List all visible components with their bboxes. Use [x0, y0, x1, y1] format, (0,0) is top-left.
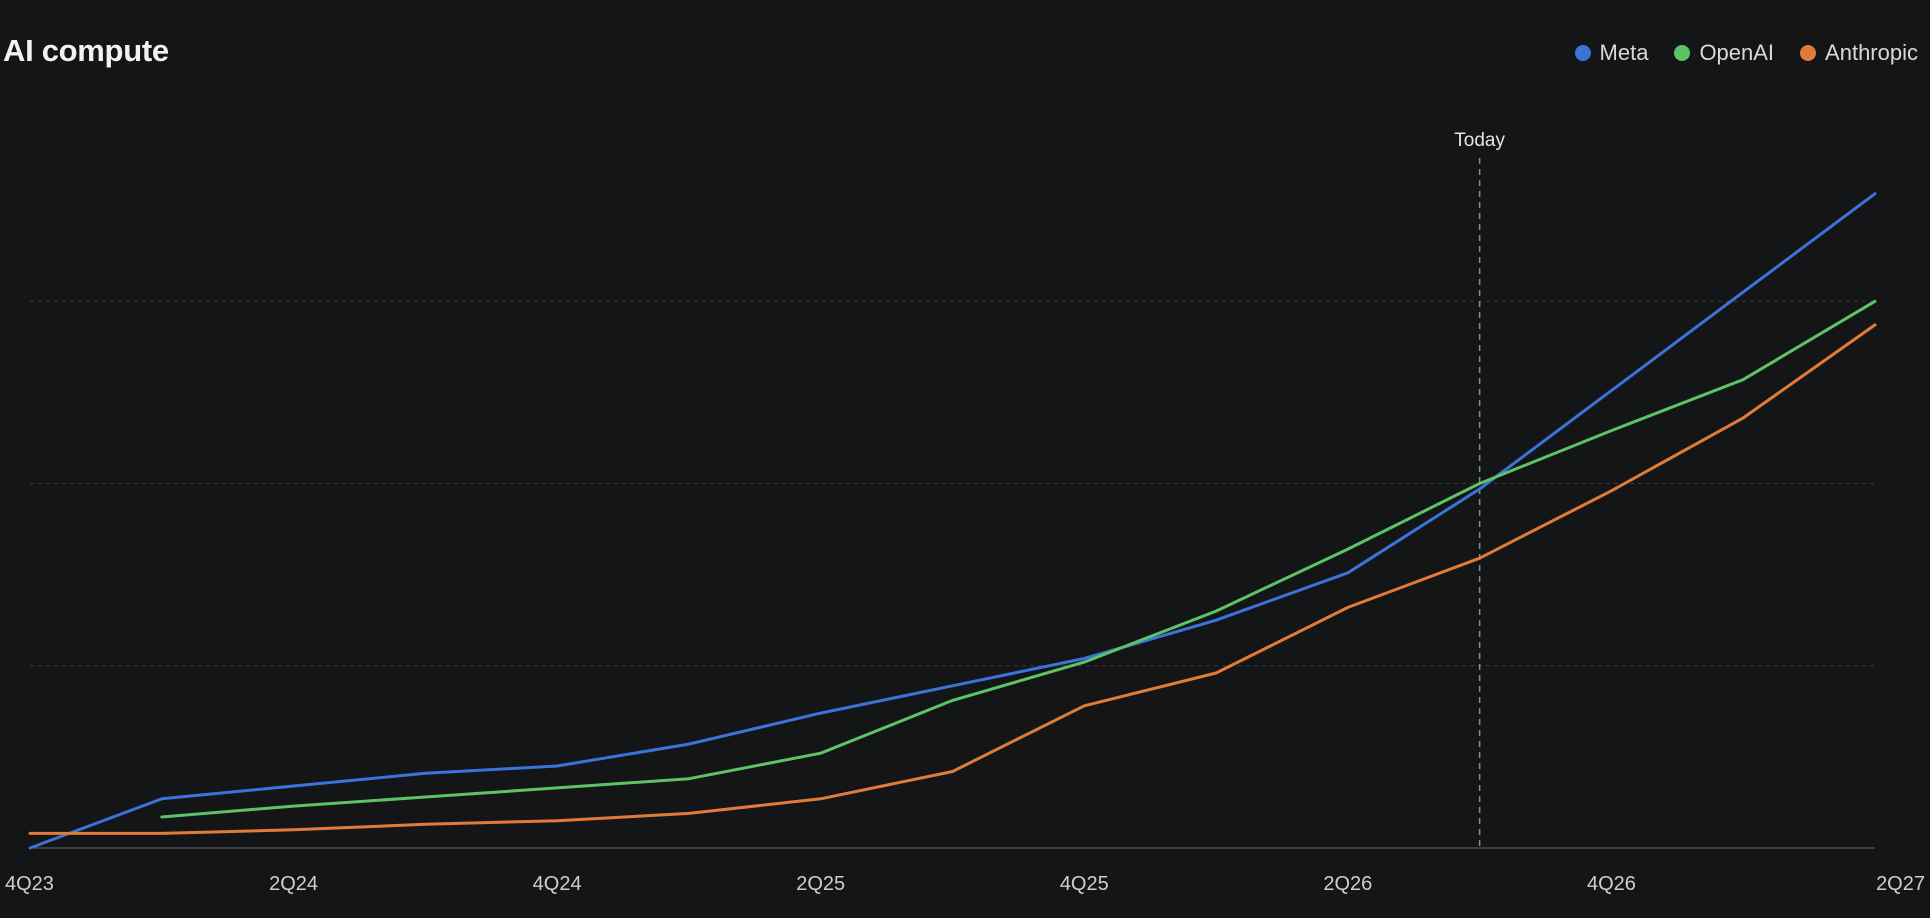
- legend-item-meta: Meta: [1574, 40, 1649, 66]
- x-tick-label: 4Q24: [533, 873, 582, 895]
- x-tick-label: 2Q25: [796, 873, 845, 895]
- legend-label-meta: Meta: [1599, 40, 1649, 65]
- legend-item-anthropic: Anthropic: [1800, 40, 1918, 66]
- legend-label-anthropic: Anthropic: [1825, 40, 1918, 65]
- chart-legend: Meta OpenAI Anthropic: [1574, 40, 1918, 66]
- legend-swatch-openai: [1674, 45, 1691, 61]
- legend-item-openai: OpenAI: [1674, 40, 1774, 66]
- legend-swatch-meta: [1574, 45, 1591, 61]
- x-tick-label: 4Q26: [1587, 873, 1636, 895]
- legend-label-openai: OpenAI: [1699, 40, 1775, 65]
- series-line-openai: [160, 299, 1877, 819]
- legend-swatch-anthropic: [1800, 45, 1817, 61]
- series-line-meta: [28, 192, 1877, 850]
- x-tick-label: 2Q27: [1876, 873, 1925, 895]
- x-tick-label: 2Q24: [269, 873, 318, 895]
- chart-title: AI compute: [3, 33, 169, 68]
- x-tick-label: 4Q25: [1060, 873, 1109, 895]
- today-marker-label: Today: [1454, 130, 1505, 151]
- series-line-anthropic: [28, 323, 1877, 835]
- x-tick-label: 2Q26: [1323, 873, 1372, 895]
- x-tick-label: 4Q23: [5, 873, 54, 895]
